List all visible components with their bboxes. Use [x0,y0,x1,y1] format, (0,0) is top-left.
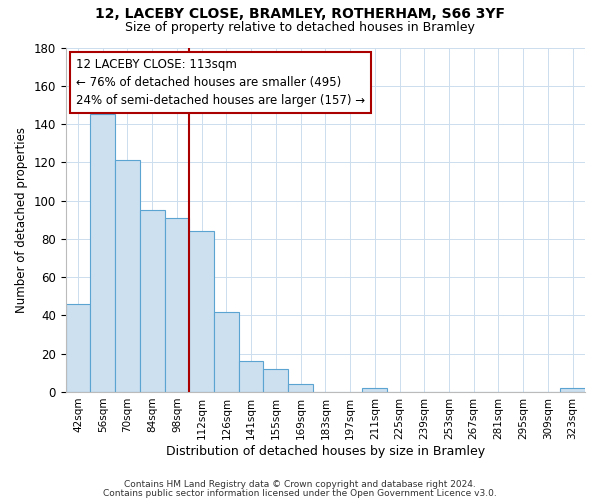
Bar [164,218,190,392]
Bar [263,369,288,392]
Text: 12 LACEBY CLOSE: 113sqm
← 76% of detached houses are smaller (495)
24% of semi-d: 12 LACEBY CLOSE: 113sqm ← 76% of detache… [76,58,365,107]
Bar [140,210,164,392]
Bar [190,231,214,392]
Bar [65,304,91,392]
Bar [214,312,239,392]
X-axis label: Distribution of detached houses by size in Bramley: Distribution of detached houses by size … [166,444,485,458]
Text: 12, LACEBY CLOSE, BRAMLEY, ROTHERHAM, S66 3YF: 12, LACEBY CLOSE, BRAMLEY, ROTHERHAM, S6… [95,8,505,22]
Bar [115,160,140,392]
Bar [239,362,263,392]
Y-axis label: Number of detached properties: Number of detached properties [15,126,28,312]
Bar [560,388,585,392]
Text: Size of property relative to detached houses in Bramley: Size of property relative to detached ho… [125,21,475,34]
Bar [362,388,387,392]
Text: Contains public sector information licensed under the Open Government Licence v3: Contains public sector information licen… [103,488,497,498]
Bar [288,384,313,392]
Text: Contains HM Land Registry data © Crown copyright and database right 2024.: Contains HM Land Registry data © Crown c… [124,480,476,489]
Bar [91,114,115,392]
